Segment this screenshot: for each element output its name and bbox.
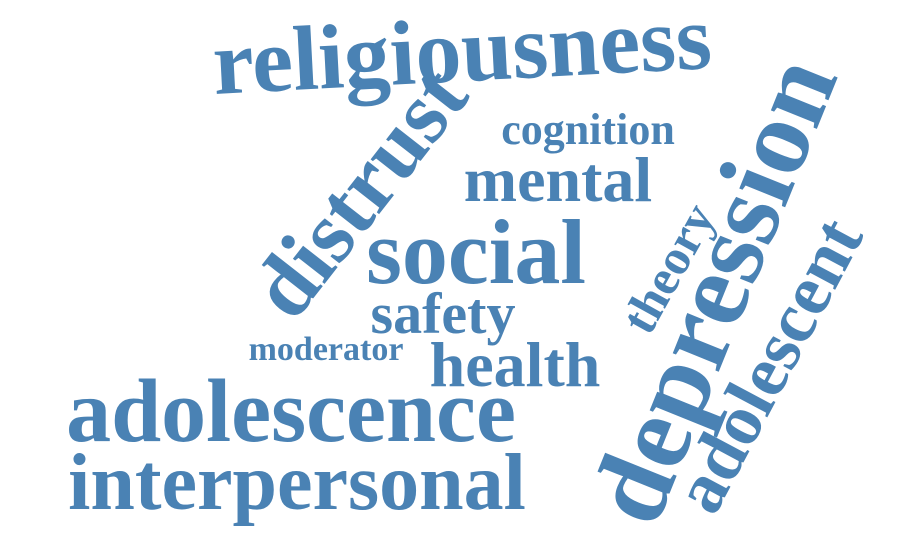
word-health: health [429, 329, 601, 400]
word-cognition: cognition [501, 105, 675, 154]
word-mental: mental [463, 144, 653, 215]
word-social: social [366, 201, 586, 303]
word-adolescence: adolescence [66, 362, 516, 461]
word-interpersonal: interpersonal [68, 439, 526, 527]
word-moderator: moderator [248, 331, 404, 368]
word-safety: safety [370, 281, 516, 346]
